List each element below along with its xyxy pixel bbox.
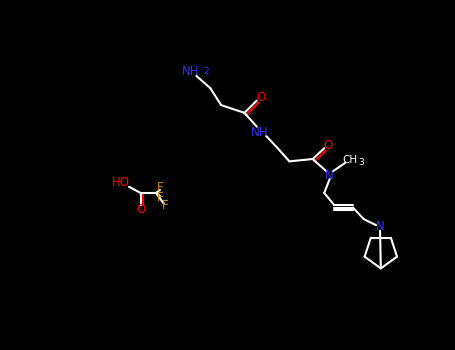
Text: O: O [256, 91, 265, 104]
Text: F: F [157, 181, 163, 194]
Text: NH: NH [182, 65, 200, 78]
Text: O: O [136, 203, 145, 216]
Text: NH: NH [251, 126, 268, 139]
Text: O: O [324, 139, 333, 152]
Text: N: N [376, 220, 384, 233]
Text: 2: 2 [204, 67, 209, 76]
Text: 3: 3 [358, 158, 364, 167]
Text: N: N [325, 169, 334, 182]
Text: F: F [157, 191, 163, 204]
Text: HO: HO [111, 176, 129, 189]
Text: F: F [162, 199, 169, 212]
Text: CH: CH [342, 155, 357, 165]
